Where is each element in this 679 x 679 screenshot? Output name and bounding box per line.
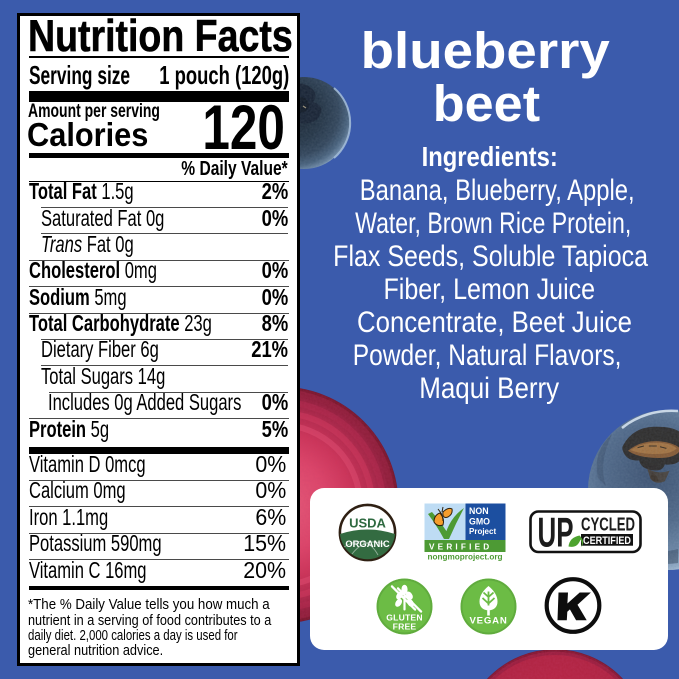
svg-text:USDA: USDA (349, 516, 386, 531)
svg-text:NON: NON (469, 506, 489, 516)
svg-text:VEGAN: VEGAN (469, 616, 507, 627)
svg-text:GMO: GMO (469, 517, 490, 527)
svg-text:CERTIFIED: CERTIFIED (583, 535, 631, 547)
svg-text:GLUTEN: GLUTEN (386, 613, 423, 623)
svg-text:VERIFIED: VERIFIED (429, 543, 492, 552)
svg-text:Project: Project (469, 527, 496, 536)
svg-text:FREE: FREE (393, 621, 417, 631)
svg-text:nongmoproject.org: nongmoproject.org (427, 553, 502, 562)
svg-text:ORGANIC: ORGANIC (345, 538, 390, 549)
svg-text:UP: UP (538, 510, 574, 554)
svg-text:CYCLED: CYCLED (581, 515, 635, 535)
